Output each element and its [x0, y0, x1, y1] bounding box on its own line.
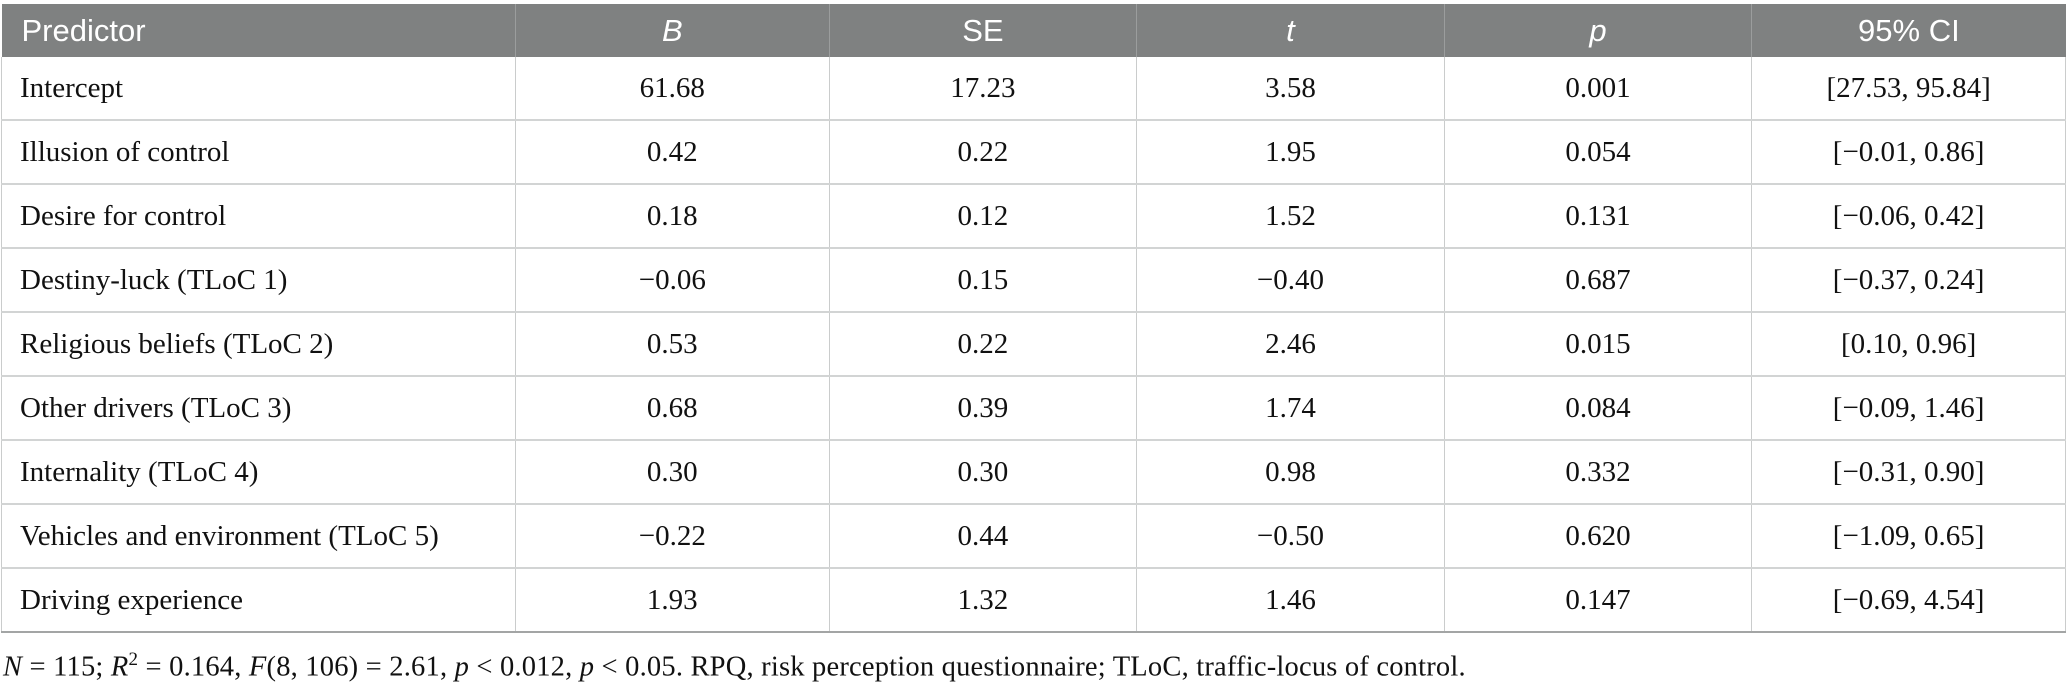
column-header-t: t [1136, 4, 1445, 57]
table-body: Intercept 61.68 17.23 3.58 0.001 [27.53,… [1, 57, 2066, 633]
cell-b: 1.93 [514, 567, 830, 633]
cell-p: 0.001 [1443, 57, 1753, 121]
table-row: Vehicles and environment (TLoC 5) −0.22 … [1, 503, 2066, 569]
cell-p: 0.620 [1443, 503, 1753, 569]
cell-p: 0.147 [1443, 567, 1753, 633]
cell-predictor: Desire for control [1, 183, 516, 249]
cell-p: 0.054 [1443, 119, 1753, 185]
cell-ci: [−0.31, 0.90] [1751, 439, 2066, 505]
cell-predictor: Other drivers (TLoC 3) [1, 375, 516, 441]
cell-ci: [−0.69, 4.54] [1751, 567, 2066, 633]
cell-t: 1.74 [1136, 375, 1445, 441]
regression-results-table: Predictor B SE t p 95% CI Intercept 61.6… [1, 4, 2066, 633]
cell-se: 1.32 [828, 567, 1138, 633]
column-header-b: B [514, 4, 830, 57]
cell-t: 0.98 [1136, 439, 1445, 505]
column-header-predictor: Predictor [1, 4, 516, 57]
cell-predictor: Driving experience [1, 567, 516, 633]
column-header-ci: 95% CI [1751, 4, 2066, 57]
cell-ci: [−0.37, 0.24] [1751, 247, 2066, 313]
footnote: N = 115; R2 = 0.164, F(8, 106) = 2.61, p… [3, 649, 1466, 683]
cell-t: 2.46 [1136, 311, 1445, 377]
column-header-se: SE [828, 4, 1137, 57]
cell-t: 1.95 [1136, 119, 1445, 185]
cell-ci: [27.53, 95.84] [1751, 57, 2066, 121]
table-row: Illusion of control 0.42 0.22 1.95 0.054… [1, 119, 2066, 185]
cell-predictor: Religious beliefs (TLoC 2) [1, 311, 516, 377]
cell-p: 0.332 [1443, 439, 1753, 505]
cell-ci: [0.10, 0.96] [1751, 311, 2066, 377]
cell-b: 61.68 [514, 57, 830, 121]
cell-p: 0.131 [1443, 183, 1753, 249]
table-row: Other drivers (TLoC 3) 0.68 0.39 1.74 0.… [1, 375, 2066, 441]
table-row: Intercept 61.68 17.23 3.58 0.001 [27.53,… [1, 57, 2066, 121]
table-row: Driving experience 1.93 1.32 1.46 0.147 … [1, 567, 2066, 633]
cell-b: −0.06 [514, 247, 830, 313]
cell-ci: [−0.09, 1.46] [1751, 375, 2066, 441]
cell-b: 0.18 [514, 183, 830, 249]
cell-b: 0.53 [514, 311, 830, 377]
cell-ci: [−0.06, 0.42] [1751, 183, 2066, 249]
cell-predictor: Destiny-luck (TLoC 1) [1, 247, 516, 313]
cell-se: 0.12 [828, 183, 1138, 249]
table-header: Predictor B SE t p 95% CI [1, 4, 2066, 57]
cell-p: 0.687 [1443, 247, 1753, 313]
table-row: Destiny-luck (TLoC 1) −0.06 0.15 −0.40 0… [1, 247, 2066, 313]
cell-ci: [−0.01, 0.86] [1751, 119, 2066, 185]
cell-se: 0.39 [828, 375, 1138, 441]
cell-se: 0.30 [828, 439, 1138, 505]
cell-t: −0.50 [1136, 503, 1445, 569]
cell-se: 0.22 [828, 311, 1138, 377]
table-row: Religious beliefs (TLoC 2) 0.53 0.22 2.4… [1, 311, 2066, 377]
cell-t: 1.46 [1136, 567, 1445, 633]
cell-predictor: Illusion of control [1, 119, 516, 185]
cell-se: 17.23 [828, 57, 1138, 121]
cell-t: 1.52 [1136, 183, 1445, 249]
cell-t: −0.40 [1136, 247, 1445, 313]
cell-se: 0.22 [828, 119, 1138, 185]
cell-predictor: Intercept [1, 57, 516, 121]
cell-p: 0.084 [1443, 375, 1753, 441]
cell-se: 0.15 [828, 247, 1138, 313]
cell-ci: [−1.09, 0.65] [1751, 503, 2066, 569]
table-row: Desire for control 0.18 0.12 1.52 0.131 … [1, 183, 2066, 249]
cell-b: 0.42 [514, 119, 830, 185]
cell-t: 3.58 [1136, 57, 1445, 121]
cell-predictor: Vehicles and environment (TLoC 5) [1, 503, 516, 569]
cell-p: 0.015 [1443, 311, 1753, 377]
cell-se: 0.44 [828, 503, 1138, 569]
cell-predictor: Internality (TLoC 4) [1, 439, 516, 505]
column-header-p: p [1443, 4, 1752, 57]
header-row: Predictor B SE t p 95% CI [1, 4, 2066, 57]
cell-b: 0.68 [514, 375, 830, 441]
cell-b: −0.22 [514, 503, 830, 569]
cell-b: 0.30 [514, 439, 830, 505]
table-row: Internality (TLoC 4) 0.30 0.30 0.98 0.33… [1, 439, 2066, 505]
